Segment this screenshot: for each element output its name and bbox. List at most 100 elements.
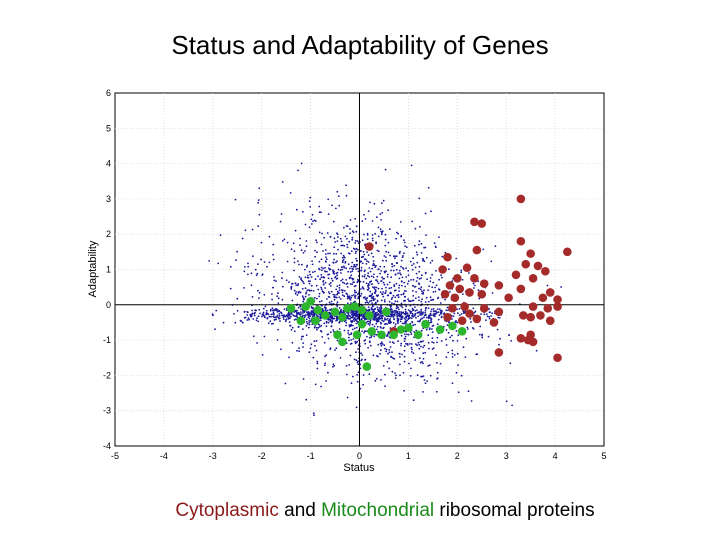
gene-point — [363, 213, 365, 216]
gene-point — [316, 362, 319, 365]
gene-point — [393, 264, 396, 267]
gene-point — [328, 292, 331, 295]
gene-point — [289, 317, 291, 319]
gene-point — [436, 377, 438, 380]
gene-point — [397, 340, 399, 342]
gene-point — [357, 267, 359, 270]
gene-point — [392, 294, 395, 297]
gene-point — [365, 282, 368, 285]
gene-point — [451, 356, 454, 358]
gene-point — [366, 234, 369, 236]
gene-point — [403, 333, 406, 336]
gene-point — [355, 326, 358, 329]
gene-point — [299, 244, 301, 247]
cytoplasmic-point — [516, 334, 526, 343]
gene-point — [394, 273, 397, 276]
gene-point — [379, 213, 382, 216]
gene-point — [290, 288, 293, 290]
gene-point — [309, 196, 312, 199]
gene-point — [258, 297, 260, 299]
gene-point — [290, 285, 293, 288]
gene-point — [336, 339, 339, 342]
gene-point — [234, 321, 237, 324]
gene-point — [320, 273, 323, 276]
gene-point — [336, 277, 339, 280]
gene-point — [376, 280, 379, 283]
gene-point — [310, 306, 313, 308]
gene-point — [398, 284, 401, 287]
gene-point — [425, 296, 428, 299]
gene-point — [346, 237, 348, 240]
gene-point — [327, 267, 330, 270]
gene-point — [350, 274, 353, 277]
gene-point — [389, 254, 391, 257]
gene-point — [280, 213, 283, 215]
gene-point — [350, 296, 353, 299]
gene-point — [302, 210, 304, 213]
gene-point — [357, 278, 359, 281]
gene-point — [314, 255, 316, 258]
gene-point — [301, 335, 303, 338]
gene-point — [273, 276, 275, 278]
gene-point — [467, 328, 469, 330]
y-tick-label: 4 — [106, 159, 111, 169]
gene-point — [388, 287, 391, 290]
cytoplasmic-point — [543, 304, 553, 313]
gene-point — [320, 258, 323, 261]
gene-point — [308, 282, 311, 285]
gene-point — [348, 364, 351, 366]
gene-point — [327, 273, 329, 276]
x-tick-label: -5 — [111, 451, 119, 461]
cytoplasmic-point — [448, 304, 457, 313]
gene-point — [360, 318, 363, 320]
gene-point — [418, 270, 421, 273]
gene-point — [345, 279, 348, 281]
gene-point — [380, 270, 382, 272]
gene-point — [320, 385, 322, 388]
gene-point — [432, 310, 435, 312]
gene-point — [297, 284, 299, 287]
gene-point — [391, 351, 393, 354]
gene-point — [407, 298, 409, 301]
gene-point — [373, 335, 376, 338]
gene-point — [414, 310, 417, 312]
gene-point — [350, 250, 353, 253]
gene-point — [325, 253, 327, 256]
gene-point — [281, 314, 283, 317]
gene-point — [361, 354, 364, 356]
gene-point — [425, 316, 428, 319]
gene-point — [295, 291, 297, 293]
mitochondrial-point — [435, 325, 445, 334]
gene-point — [366, 297, 369, 299]
y-tick-label: -2 — [103, 370, 111, 380]
gene-point — [305, 245, 308, 248]
gene-point — [377, 287, 380, 290]
gene-point — [345, 348, 347, 350]
gene-point — [376, 311, 378, 314]
gene-point — [277, 302, 280, 304]
gene-point — [460, 269, 463, 272]
cytoplasmic-point — [440, 289, 450, 299]
gene-point — [301, 295, 304, 298]
cytoplasmic-point — [541, 266, 550, 276]
gene-point — [335, 253, 338, 255]
gene-point — [281, 240, 284, 242]
gene-point — [480, 313, 482, 315]
gene-point — [405, 322, 407, 325]
gene-point — [298, 263, 300, 266]
gene-point — [308, 317, 311, 320]
gene-point — [387, 294, 390, 297]
gene-point — [382, 259, 384, 262]
gene-point — [384, 291, 387, 294]
gene-point — [320, 286, 322, 289]
gene-point — [360, 292, 363, 295]
gene-point — [428, 364, 431, 367]
gene-point — [305, 292, 307, 295]
gene-point — [394, 300, 397, 303]
gene-point — [407, 269, 410, 272]
gene-point — [361, 286, 364, 288]
gene-point — [420, 277, 422, 280]
gene-point — [432, 308, 435, 310]
gene-point — [329, 236, 332, 238]
gene-point — [414, 297, 417, 300]
